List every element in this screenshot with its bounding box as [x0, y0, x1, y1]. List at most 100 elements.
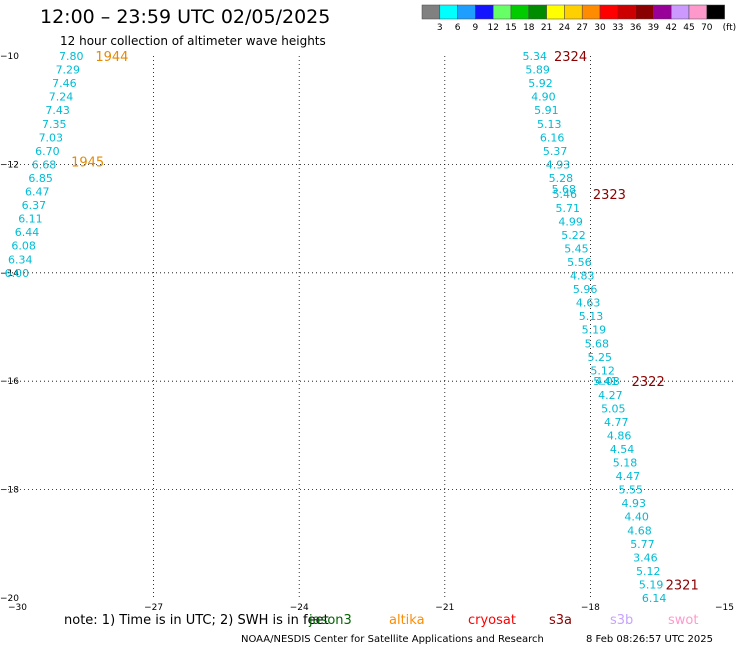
wave-height-label: 7.29 [56, 64, 81, 77]
wave-height-label: 4.63 [576, 297, 601, 310]
wave-height-label: 5.92 [528, 77, 553, 90]
wave-height-label: 6.68 [32, 158, 57, 171]
wave-height-label: 5.55 [619, 484, 644, 497]
wave-height-label: 5.19 [639, 578, 664, 591]
legend-satellite-swot: swot [668, 613, 699, 628]
legend-satellite-cryosat: cryosat [468, 613, 516, 628]
wave-height-label: 5.25 [587, 351, 612, 364]
data-marks: 7.807.297.467.247.437.357.036.70 1944 6.68… [5, 50, 699, 605]
colorbar: 3 6 9 12 15 18 21 24 27 30 33 36 39 42 45 70 (ft) [421, 4, 736, 33]
wave-height-label: 4.40 [624, 511, 649, 524]
wave-height-label: 4.54 [610, 443, 635, 456]
axes: −30 −27 −24 −21 −18 −15 −10 −12 −14 −16 −18 −20 [0, 52, 734, 613]
track-time-label: 2322 [632, 375, 665, 390]
x-tick-label: −30 [8, 603, 27, 613]
colorbar-label: 15 [505, 23, 516, 33]
wave-height-label: 4.83 [570, 270, 595, 283]
x-tick-label: −27 [144, 603, 163, 613]
wave-height-label: 4.77 [604, 416, 629, 429]
wave-height-label: 5.68 [552, 183, 577, 196]
track-time-label: 1944 [95, 50, 128, 65]
colorbar-swatch [475, 4, 494, 20]
wave-height-label: 5.28 [549, 172, 574, 185]
wave-height-label: 6.44 [15, 226, 40, 239]
wave-height-label: 6.16 [540, 131, 565, 144]
colorbar-swatch [653, 4, 672, 20]
credit-text: NOAA/NESDIS Center for Satellite Applica… [241, 634, 544, 645]
wave-height-label: 4.68 [627, 524, 652, 537]
wave-height-label: 5.05 [601, 402, 626, 415]
wave-height-label: 5.18 [613, 457, 638, 470]
colorbar-swatch [635, 4, 654, 20]
legend-satellite-s3b: s3b [610, 613, 634, 628]
y-tick-label: −14 [0, 269, 19, 279]
colorbar-swatch [546, 4, 565, 20]
x-tick-label: −18 [581, 603, 600, 613]
wave-height-label: 7.24 [49, 91, 74, 104]
wave-height-label: 4.27 [598, 389, 623, 402]
colorbar-label: 21 [541, 23, 552, 33]
colorbar-label: 42 [665, 23, 676, 33]
colorbar-swatch [617, 4, 636, 20]
colorbar-label: 45 [683, 23, 694, 33]
chart-title: 12:00 – 23:59 UTC 02/05/2025 [40, 6, 331, 28]
colorbar-swatch [670, 4, 690, 20]
legend-satellite-altika: altika [389, 613, 425, 628]
wave-height-label: 4.99 [558, 215, 583, 228]
wave-height-label: 7.43 [45, 104, 70, 117]
timestamp-text: 8 Feb 08:26:57 UTC 2025 [586, 634, 713, 645]
wave-height-label: 5.91 [534, 104, 559, 117]
wave-height-label: 5.13 [537, 118, 562, 131]
footer-note: note: 1) Time is in UTC; 2) SWH is in fe… [64, 613, 329, 628]
colorbar-label: 12 [487, 23, 498, 33]
wave-height-label: 7.46 [52, 77, 76, 90]
y-tick-label: −16 [0, 377, 19, 387]
grid [8, 56, 736, 598]
colorbar-swatch [439, 4, 458, 20]
wave-height-label: 6.47 [25, 186, 49, 199]
legend-satellite-jason3: jason3 [309, 613, 352, 628]
wave-height-label: 5.41 [593, 375, 618, 388]
colorbar-label: 36 [630, 23, 642, 33]
wave-height-label: 6.85 [28, 172, 53, 185]
colorbar-swatch [421, 4, 441, 20]
colorbar-label: 30 [594, 23, 606, 33]
y-tick-label: −12 [0, 160, 19, 170]
colorbar-label: 24 [559, 23, 571, 33]
chart-subtitle: 12 hour collection of altimeter wave hei… [60, 34, 326, 48]
wave-height-label: 7.03 [39, 131, 64, 144]
legend-satellite-s3a: s3a [549, 613, 573, 628]
colorbar-label: 6 [455, 23, 461, 33]
wave-height-label: 5.34 [522, 50, 547, 63]
colorbar-label: 18 [523, 23, 535, 33]
wave-height-label: 6.00 [5, 267, 30, 280]
colorbar-label: 33 [612, 23, 623, 33]
wave-height-label: 5.77 [630, 538, 655, 551]
wave-height-label: 7.35 [42, 118, 66, 131]
colorbar-label: 39 [648, 23, 660, 33]
wave-height-label: 5.89 [525, 64, 550, 77]
colorbar-swatch [492, 4, 512, 20]
wave-height-label: 4.90 [531, 91, 556, 104]
wave-height-label: 4.93 [621, 497, 646, 510]
wave-height-label: 4.86 [607, 429, 632, 442]
wave-height-label: 5.46 [553, 188, 578, 201]
colorbar-swatch [688, 4, 708, 20]
wave-height-label: 5.45 [564, 242, 589, 255]
colorbar-label: 9 [473, 23, 479, 33]
colorbar-swatch [457, 4, 476, 20]
colorbar-swatch [581, 4, 601, 20]
wave-height-label: 5.96 [573, 283, 598, 296]
wave-height-label: 6.14 [642, 592, 667, 605]
wave-height-label: 5.22 [561, 229, 586, 242]
colorbar-label: 70 [701, 23, 713, 33]
wave-height-label: 5.19 [582, 324, 607, 337]
wave-height-label: 3.46 [633, 551, 658, 564]
x-tick-label: −21 [435, 603, 454, 613]
wave-height-label: 5.56 [567, 256, 592, 269]
colorbar-swatch [599, 4, 619, 20]
colorbar-label: 3 [437, 23, 443, 33]
wave-height-label: 4.08 [595, 375, 620, 388]
colorbar-swatch [528, 4, 547, 20]
wave-height-label: 6.37 [22, 199, 47, 212]
